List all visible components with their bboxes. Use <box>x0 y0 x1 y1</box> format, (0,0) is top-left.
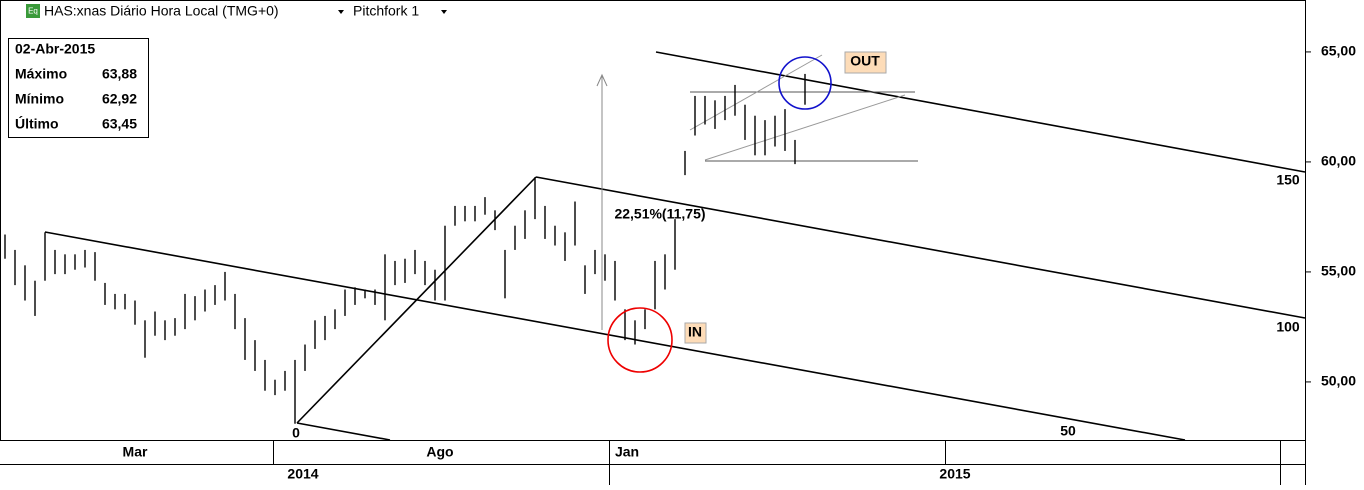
measure-label: 22,51%(11,75) <box>614 206 705 222</box>
pitchfork-label: 50 <box>1060 423 1076 439</box>
channel-line <box>704 94 906 161</box>
in-label: IN <box>688 324 702 340</box>
pitchfork-label: 100 <box>1276 319 1300 335</box>
info-value: 63,45 <box>102 116 137 132</box>
info-key: Mínimo <box>15 91 64 107</box>
chart-title[interactable]: HAS:xnas Diário Hora Local (TMG+0) <box>44 3 279 19</box>
dropdown-icon[interactable] <box>338 10 344 14</box>
pitchfork-label: 0 <box>292 425 300 441</box>
x-axis-grid <box>0 440 1305 485</box>
pitchfork-line <box>655 51 1306 173</box>
y-axis-area <box>1305 0 1364 485</box>
x-tick-label: Jan <box>615 444 639 460</box>
y-tick-label: 60,00 <box>1321 153 1356 169</box>
label-box <box>844 51 887 74</box>
bars <box>4 73 806 424</box>
channel-line <box>689 54 823 131</box>
label-box <box>684 322 707 344</box>
year-label: 2014 <box>287 466 318 482</box>
out-label: OUT <box>850 53 880 69</box>
x-tick-label: Mar <box>123 444 148 460</box>
y-tick-label: 65,00 <box>1321 43 1356 59</box>
info-key: Último <box>15 115 59 132</box>
pitchfork-line <box>296 422 391 441</box>
y-tick-label: 50,00 <box>1321 373 1356 389</box>
year-label: 2015 <box>939 466 970 482</box>
in-circle <box>607 307 673 373</box>
channel <box>596 54 918 330</box>
out-circle <box>778 56 832 110</box>
info-date: 02-Abr-2015 <box>15 41 95 57</box>
badge <box>26 4 40 18</box>
info-box <box>8 38 149 138</box>
x-tick-label: Ago <box>426 444 453 460</box>
info-value: 62,92 <box>102 91 137 107</box>
x-axis-area <box>0 440 1305 485</box>
dropdown-icon[interactable] <box>441 10 447 14</box>
pitchfork-line <box>44 231 1186 441</box>
pitchfork <box>44 51 1306 441</box>
arrow-head <box>596 73 608 87</box>
info-value: 63,88 <box>102 66 137 82</box>
y-tick-label: 55,00 <box>1321 263 1356 279</box>
badge-text: Eq <box>28 7 38 16</box>
pitchfork-label: 150 <box>1276 172 1300 188</box>
info-key: Máximo <box>15 66 67 82</box>
study-name[interactable]: Pitchfork 1 <box>353 3 419 19</box>
pitchfork-line <box>535 176 1306 319</box>
